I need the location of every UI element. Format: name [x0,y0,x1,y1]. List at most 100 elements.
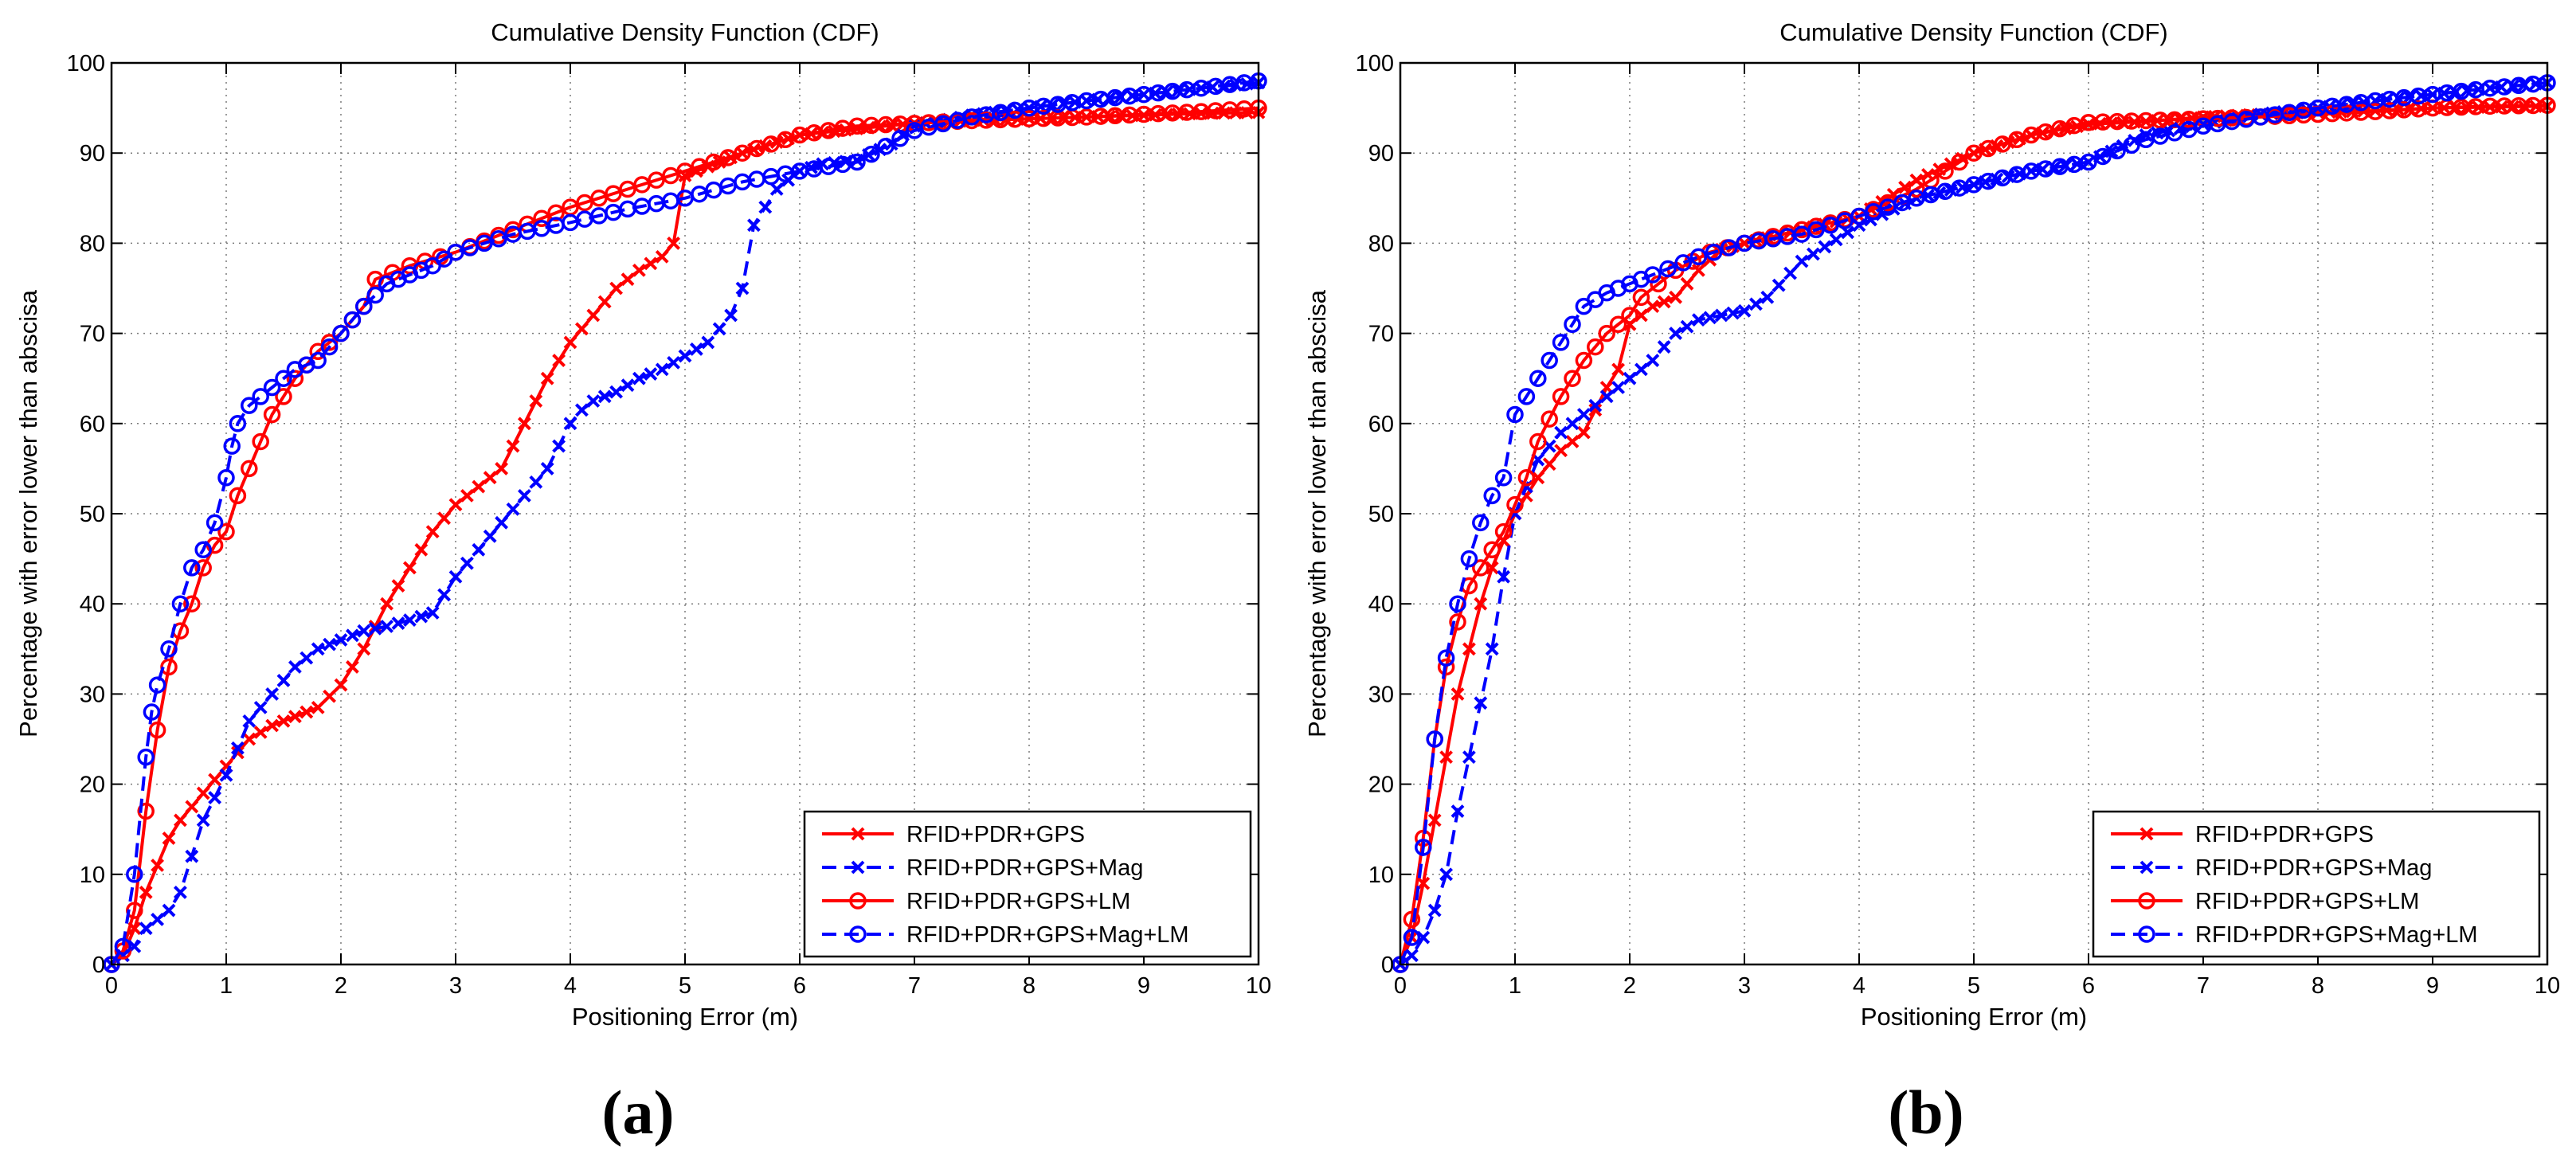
data-point [288,660,302,674]
data-point [299,651,314,665]
y-tick-label: 0 [1381,953,1394,978]
data-point [311,700,325,714]
data-point [483,529,497,543]
data-point [1806,247,1820,261]
data-point [137,748,155,766]
y-tick-label: 0 [92,953,105,978]
data-point [597,389,612,404]
y-axis-label: Percentage with error lower than abscisa [1303,289,1331,737]
x-tick-label: 10 [2535,973,2560,999]
data-point [311,642,325,656]
data-point [506,439,520,453]
data-point [2123,136,2140,155]
data-point [194,541,212,559]
legend-marker [851,860,865,874]
data-point [223,437,241,455]
y-tick-label: 20 [80,773,105,798]
data-point [242,714,256,728]
data-point [334,678,348,692]
legend-item: RFID+PDR+GPS [2111,822,2374,847]
data-point [1634,308,1648,323]
legend-box [2092,810,2541,958]
data-point [380,620,394,633]
data-point [1659,260,1677,278]
data-point [689,342,703,356]
data-point [241,397,258,414]
data-point [1588,398,1603,413]
data-point [1829,233,1843,247]
data-point [139,921,153,936]
data-point [1657,340,1671,354]
x-tick-label: 8 [1023,973,1035,999]
data-point [1506,405,1524,424]
data-point [332,324,350,342]
data-point [448,498,463,512]
data-point [343,311,362,329]
data-point [1576,425,1591,440]
data-point [230,741,245,755]
panel-label-a: (a) [601,1078,675,1147]
data-point [483,471,497,485]
data-point [402,613,417,627]
data-point [1657,295,1671,309]
data-point [667,355,681,370]
data-point [345,660,359,674]
data-point [1621,307,1638,324]
legend-item: RFID+PDR+GPS+LM [2111,889,2419,914]
legend-label: RFID+PDR+GPS+Mag [906,855,1143,881]
y-tick-label: 80 [80,231,105,256]
data-point [276,674,291,687]
y-axis-label: Percentage with error lower than abscisa [14,289,42,737]
data-point [196,786,210,800]
data-point [1760,290,1775,304]
data-point [1721,239,1738,256]
y-tick-label: 50 [80,502,105,527]
data-point [1404,949,1419,963]
data-point [655,249,669,264]
data-point [1450,687,1465,701]
data-point [345,628,359,643]
data-point [1437,649,1455,667]
data-point [1531,471,1545,485]
data-point [229,487,247,505]
y-tick-label: 60 [80,412,105,437]
data-point [632,263,646,277]
data-point [1669,327,1683,341]
data-point [1554,444,1568,458]
data-point [241,460,258,478]
x-tick-label: 6 [2082,973,2095,999]
data-point [425,606,440,620]
data-point [1462,750,1476,765]
data-point [1565,417,1580,431]
data-point [171,595,190,612]
data-point [1587,338,1604,356]
data-point [891,130,909,147]
data-point [2094,147,2112,166]
y-tick-label: 70 [1368,322,1394,347]
data-point [495,515,509,530]
data-point [460,556,474,570]
data-point [151,859,165,872]
data-point [1542,457,1556,471]
cdf-chart-b: 0 1 2 3 4 5 6 7 8 9 100102030405060708090100Cumula… [1303,18,2560,1031]
data-point [380,597,394,611]
data-point [712,322,726,336]
legend: RFID+PDR+GPS RFID+PDR+GPS+Mag RFID+PDR+GPS… [803,810,1252,958]
data-point [529,394,543,408]
x-tick-label: 6 [793,973,806,999]
data-point [1427,813,1442,827]
legend-item: RFID+PDR+GPS [822,822,1085,847]
legend-label: RFID+PDR+GPS+Mag+LM [906,922,1189,948]
data-point [724,308,738,323]
data-point [1426,730,1443,748]
data-point [1703,311,1717,325]
data-point [217,522,235,541]
data-point [253,700,268,714]
data-point [644,256,658,271]
data-point [323,637,337,651]
data-point [1564,370,1581,387]
data-point [1748,297,1763,311]
data-point [1680,319,1694,334]
data-point [1472,514,1490,532]
